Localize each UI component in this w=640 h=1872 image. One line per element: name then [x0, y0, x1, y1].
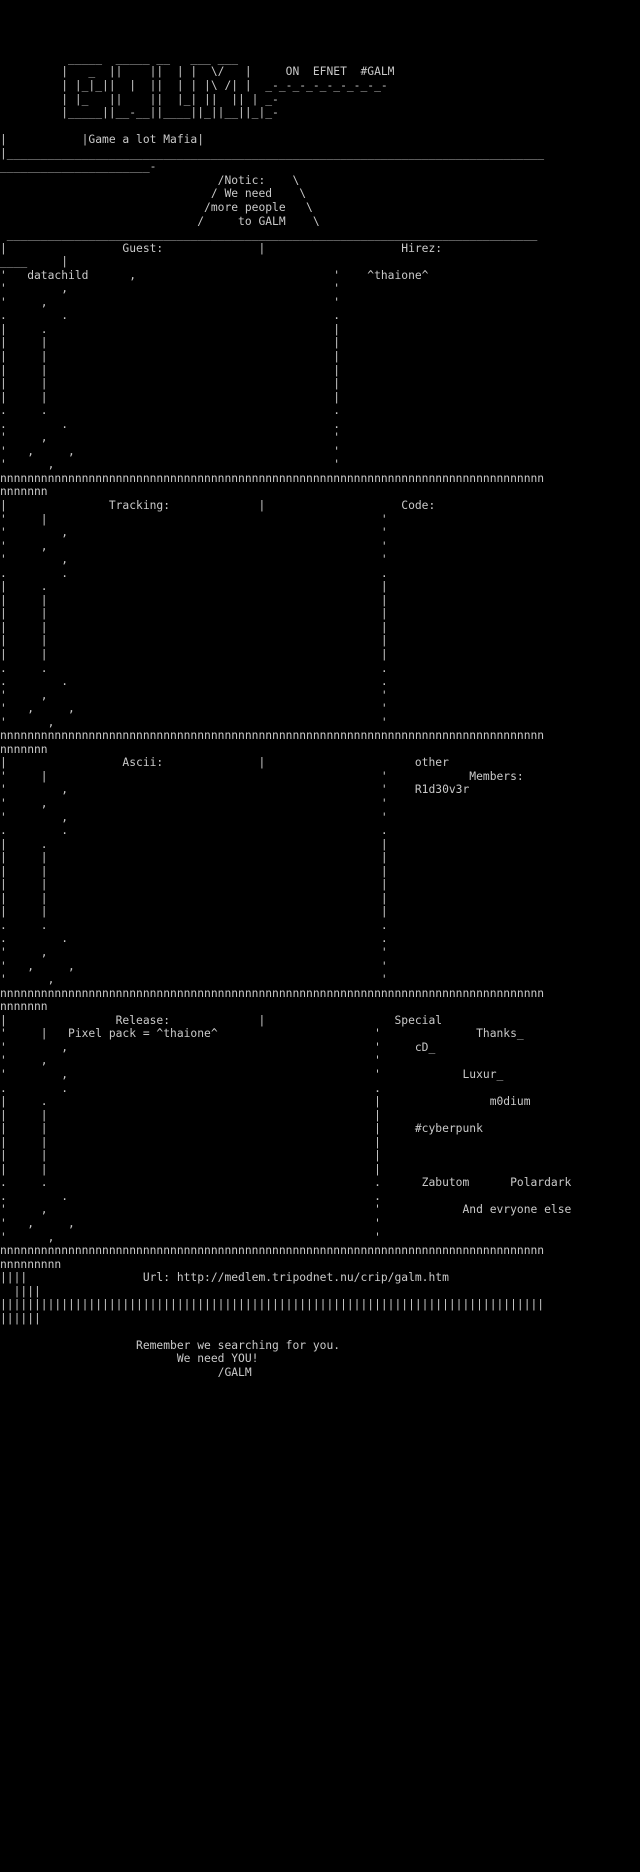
ascii-art-canvas: _____ _____ __ ___ ___ | _ || || | | \/ …	[0, 51, 572, 1379]
